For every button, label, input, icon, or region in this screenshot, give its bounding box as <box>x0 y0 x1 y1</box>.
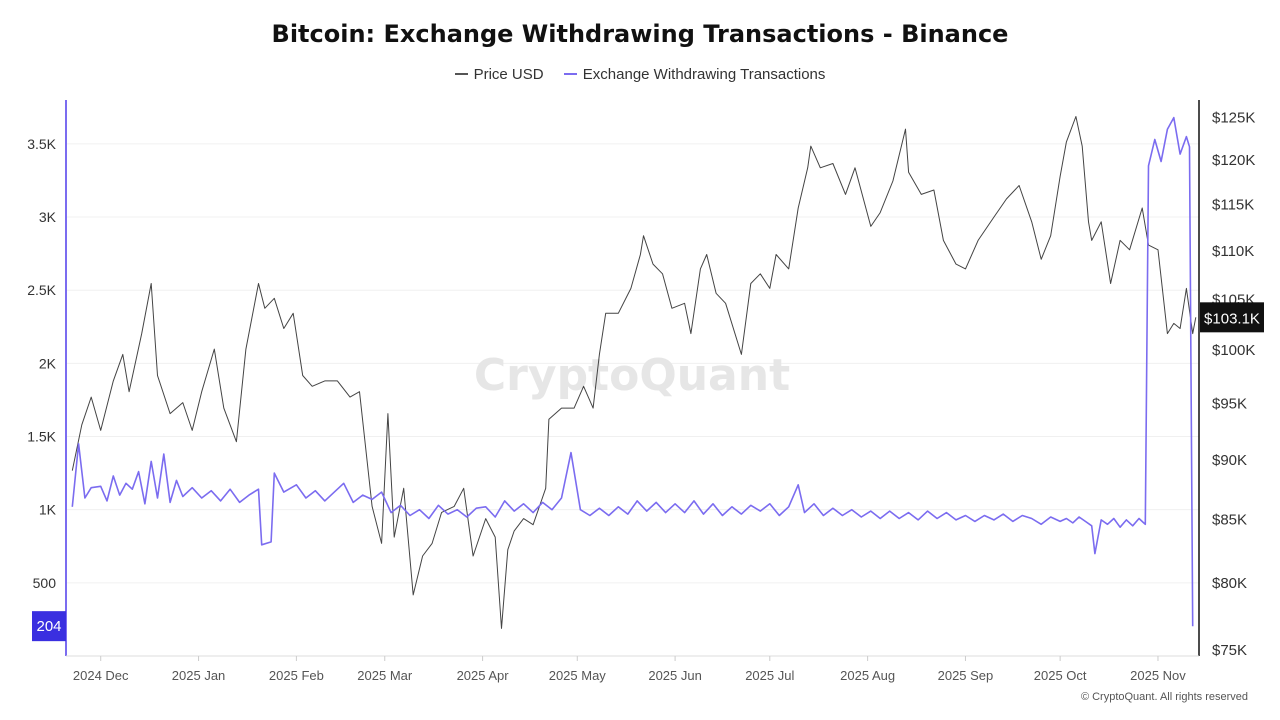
right-tick-label: $75K <box>1212 642 1247 659</box>
legend-label-price: Price USD <box>473 65 544 83</box>
right-tick-label: $80K <box>1212 575 1247 592</box>
right-tick-label: $85K <box>1212 512 1247 529</box>
watermark: CryptoQuant <box>474 350 790 401</box>
left-last-value: 204 <box>36 618 61 635</box>
right-tick-label: $90K <box>1212 452 1247 469</box>
left-tick-label: 500 <box>33 575 57 591</box>
x-axis-ticks: 2024 Dec 2025 Jan 2025 Feb 2025 Mar 2025 Apr… <box>73 656 1186 683</box>
right-axis-ticks: $75K$80K$85K$90K$95K$100K$105K$110K$115K… <box>1212 110 1255 659</box>
left-tick-label: 3K <box>39 209 57 225</box>
grid-lines <box>66 143 1199 584</box>
copyright-notice: © CryptoQuant. All rights reserved <box>1080 691 1248 703</box>
last-value-badges: 204 $103.1K <box>32 302 1264 642</box>
right-last-value: $103.1K <box>1204 310 1260 327</box>
legend-item-withdrawing[interactable]: Exchange Withdrawing Transactions <box>563 65 826 83</box>
x-tick-label: 2025 Jul <box>745 668 794 683</box>
x-tick-label: 2025 Oct <box>1034 668 1087 683</box>
x-tick-label: 2025 Apr <box>457 668 510 683</box>
right-tick-label: $125K <box>1212 110 1255 127</box>
series-line-withdrawing[interactable] <box>71 116 1194 627</box>
right-tick-label: $95K <box>1212 396 1247 413</box>
x-tick-label: 2025 Jan <box>172 668 226 683</box>
x-tick-label: 2024 Dec <box>73 668 129 683</box>
right-tick-label: $100K <box>1212 342 1255 359</box>
legend-item-price[interactable]: Price USD <box>454 65 544 83</box>
chart-legend: Price USD Exchange Withdrawing Transacti… <box>0 62 1280 83</box>
legend-swatch-withdrawing <box>563 73 577 75</box>
left-tick-label: 3.5K <box>27 136 56 152</box>
x-tick-label: 2025 Feb <box>269 668 324 683</box>
x-tick-label: 2025 Mar <box>357 668 413 683</box>
series-lines <box>71 116 1197 629</box>
left-tick-label: 2.5K <box>27 282 56 298</box>
right-tick-label: $115K <box>1212 196 1254 213</box>
right-tick-label: $110K <box>1212 243 1254 260</box>
left-tick-label: 1K <box>39 502 57 518</box>
x-tick-label: 2025 Sep <box>938 668 994 683</box>
left-last-value-badge <box>32 611 66 642</box>
x-tick-label: 2025 Nov <box>1130 668 1186 683</box>
legend-swatch-price <box>454 73 468 75</box>
x-tick-label: 2025 Jun <box>648 668 702 683</box>
right-last-value-badge <box>1200 302 1264 333</box>
x-tick-label: 2025 May <box>549 668 607 683</box>
right-tick-label: $120K <box>1212 152 1255 169</box>
x-tick-label: 2025 Aug <box>840 668 895 683</box>
chart-title: Bitcoin: Exchange Withdrawing Transactio… <box>271 20 1009 48</box>
left-axis-ticks: 500 1K 1.5K 2K 2.5K 3K 3.5K <box>27 136 56 591</box>
series-line-price[interactable] <box>71 116 1197 629</box>
legend-label-withdrawing: Exchange Withdrawing Transactions <box>582 65 826 83</box>
left-tick-label: 1.5K <box>27 429 56 445</box>
left-tick-label: 2K <box>39 355 57 371</box>
